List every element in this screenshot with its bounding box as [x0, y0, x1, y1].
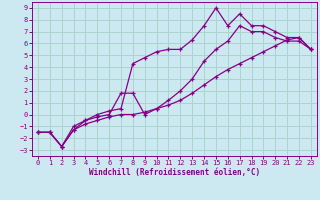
X-axis label: Windchill (Refroidissement éolien,°C): Windchill (Refroidissement éolien,°C)	[89, 168, 260, 177]
